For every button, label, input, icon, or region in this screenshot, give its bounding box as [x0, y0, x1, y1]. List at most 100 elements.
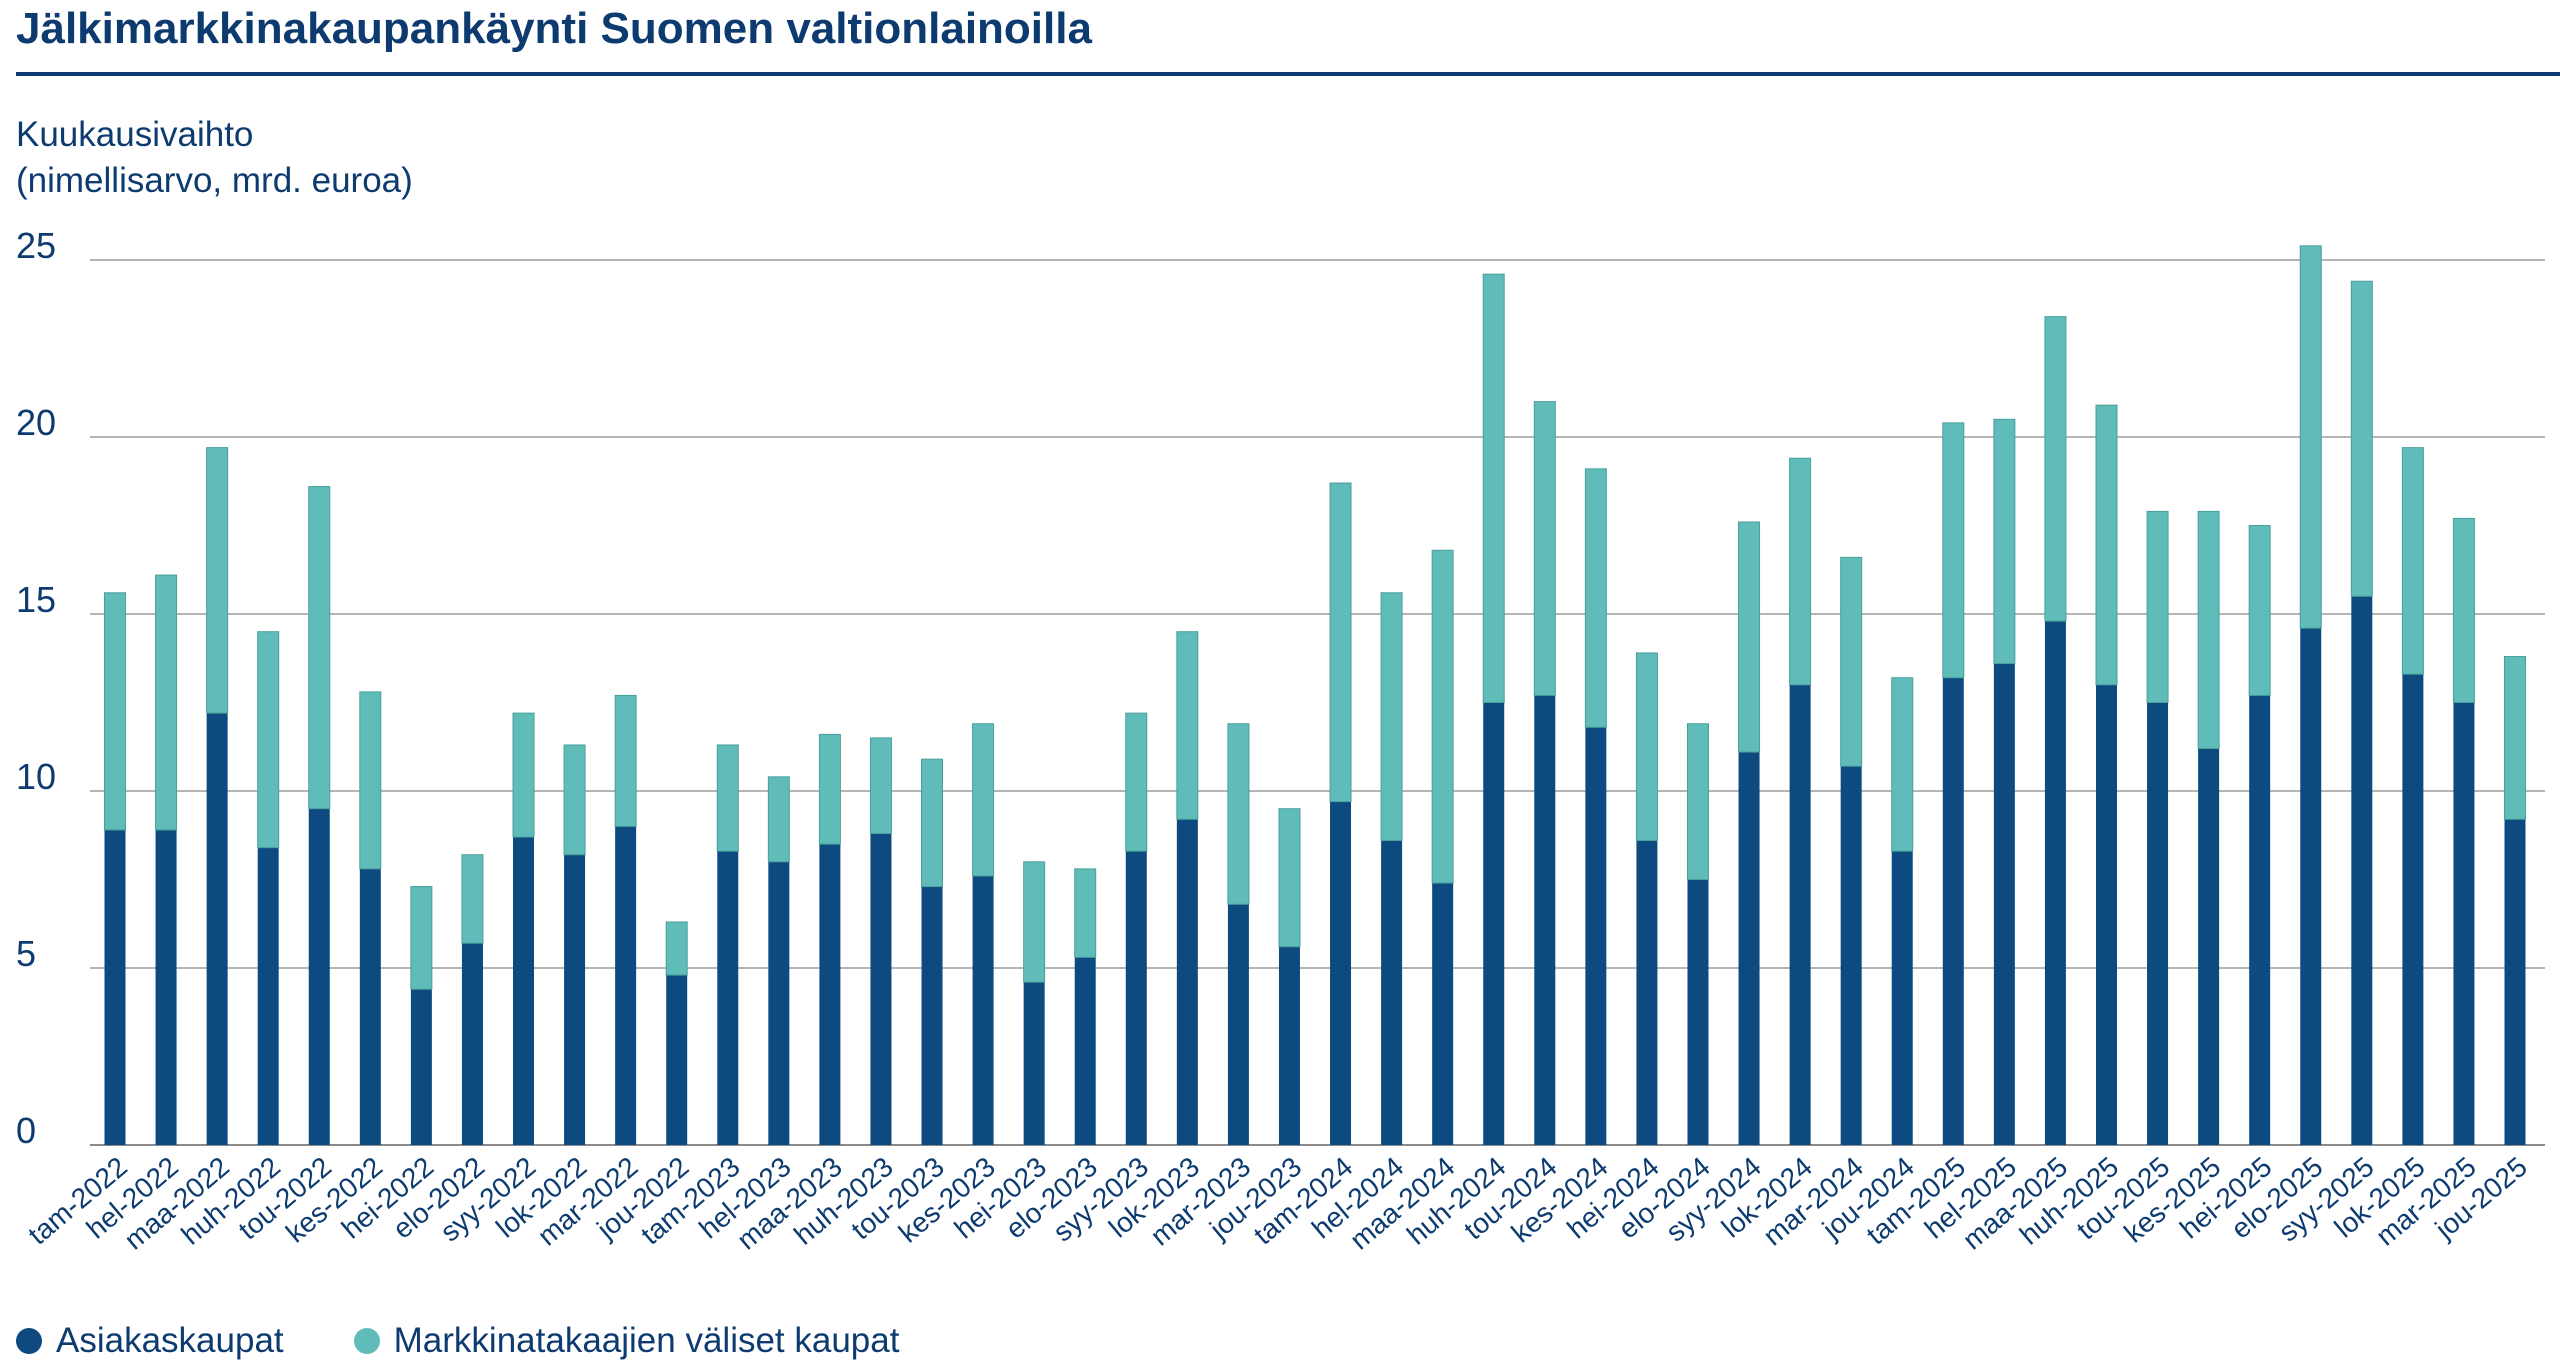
bar-asiakaskaupat-syy-2024: [1738, 752, 1760, 1145]
bar-asiakaskaupat-hel-2024: [1381, 840, 1403, 1145]
bar-markkinatakaajat-syy-2024: [1738, 521, 1761, 753]
bar-markkinatakaajat-huh-2023: [869, 737, 892, 834]
bar-markkinatakaajat-lok-2025: [2401, 447, 2424, 675]
bar-asiakaskaupat-mar-2024: [1840, 766, 1862, 1145]
bar-asiakaskaupat-elo-2025: [2300, 628, 2322, 1145]
bar-markkinatakaajat-kes-2024: [1584, 468, 1607, 728]
bar-markkinatakaajat-syy-2025: [2350, 280, 2373, 597]
title-divider: [16, 72, 2560, 76]
bar-markkinatakaajat-tam-2023: [716, 744, 739, 852]
bar-asiakaskaupat-tam-2024: [1330, 801, 1352, 1145]
bar-markkinatakaajat-hel-2022: [155, 574, 178, 831]
bar-markkinatakaajat-kes-2023: [972, 723, 995, 877]
legend-item-markkinatakaajat: Markkinatakaajien väliset kaupat: [353, 1318, 900, 1364]
bar-asiakaskaupat-lok-2024: [1789, 684, 1811, 1145]
y-tick-label: 5: [16, 933, 36, 974]
bar-markkinatakaajat-hei-2022: [410, 886, 433, 990]
bar-asiakaskaupat-kes-2023: [972, 875, 994, 1145]
bar-markkinatakaajat-huh-2024: [1482, 273, 1505, 703]
bar-markkinatakaajat-hel-2023: [767, 776, 790, 863]
grid-lines: [90, 259, 2545, 1146]
bar-asiakaskaupat-hei-2022: [410, 989, 432, 1145]
y-axis-label: Kuukausivaihto (nimellisarvo, mrd. euroa…: [16, 112, 413, 204]
bar-asiakaskaupat-tou-2022: [308, 808, 330, 1145]
bar-asiakaskaupat-elo-2022: [461, 943, 483, 1145]
bar-asiakaskaupat-jou-2022: [666, 975, 688, 1145]
y-tick-label: 20: [16, 402, 56, 443]
bar-asiakaskaupat-maa-2025: [2044, 621, 2066, 1145]
bar-markkinatakaajat-huh-2022: [257, 631, 280, 849]
bar-asiakaskaupat-tou-2024: [1534, 695, 1556, 1145]
bar-asiakaskaupat-hei-2024: [1636, 840, 1658, 1145]
bar-markkinatakaajat-kes-2025: [2197, 510, 2220, 750]
y-tick-labels: 0 5 10 15 20 25: [16, 225, 56, 1151]
bar-asiakaskaupat-tam-2022: [104, 829, 126, 1145]
bar-asiakaskaupat-huh-2025: [2095, 684, 2117, 1145]
bar-markkinatakaajat-tam-2024: [1329, 482, 1352, 803]
bar-asiakaskaupat-syy-2023: [1125, 851, 1147, 1145]
y-tick-label: 15: [16, 579, 56, 620]
bar-markkinatakaajat-tou-2024: [1533, 401, 1556, 696]
y-axis-label-line1: Kuukausivaihto: [16, 115, 254, 154]
legend: Asiakaskaupat Markkinatakaajien väliset …: [16, 1318, 969, 1364]
bar-markkinatakaajat-maa-2023: [818, 733, 841, 845]
y-tick-label: 10: [16, 756, 56, 797]
bar-markkinatakaajat-jou-2022: [665, 921, 688, 976]
bar-markkinatakaajat-mar-2025: [2452, 517, 2475, 703]
bar-asiakaskaupat-huh-2022: [257, 847, 279, 1145]
bar-markkinatakaajat-mar-2024: [1840, 556, 1863, 767]
bar-asiakaskaupat-mar-2025: [2453, 702, 2475, 1145]
bar-markkinatakaajat-elo-2023: [1074, 868, 1097, 958]
bar-asiakaskaupat-lok-2025: [2402, 674, 2424, 1145]
bar-markkinatakaajat-elo-2024: [1686, 723, 1709, 880]
bar-markkinatakaajat-elo-2022: [461, 854, 484, 944]
bar-markkinatakaajat-huh-2025: [2095, 404, 2118, 686]
bar-markkinatakaajat-mar-2023: [1227, 723, 1250, 905]
bar-markkinatakaajat-tam-2025: [1942, 422, 1965, 679]
x-tick-labels: tam-2022hel-2022maa-2022huh-2022tou-2022…: [22, 1151, 2533, 1256]
bars: [104, 245, 2526, 1145]
bar-markkinatakaajat-tam-2022: [104, 592, 126, 831]
bar-markkinatakaajat-jou-2024: [1891, 677, 1914, 852]
bar-asiakaskaupat-jou-2023: [1278, 946, 1300, 1145]
bar-asiakaskaupat-maa-2023: [819, 844, 841, 1145]
bar-asiakaskaupat-hei-2023: [1023, 982, 1045, 1145]
legend-swatch-asiakaskaupat: [16, 1328, 42, 1354]
bar-markkinatakaajat-maa-2022: [206, 447, 229, 714]
bar-asiakaskaupat-lok-2022: [564, 854, 586, 1145]
chart-title: Jälkimarkkinakaupankäynti Suomen valtion…: [16, 4, 1092, 53]
bar-asiakaskaupat-huh-2024: [1483, 702, 1505, 1145]
bar-markkinatakaajat-hel-2025: [1993, 418, 2016, 665]
bar-markkinatakaajat-tou-2023: [921, 758, 944, 888]
bar-asiakaskaupat-elo-2023: [1074, 957, 1096, 1145]
bar-asiakaskaupat-huh-2023: [870, 833, 892, 1145]
bar-asiakaskaupat-maa-2024: [1432, 883, 1454, 1145]
bar-asiakaskaupat-syy-2025: [2351, 596, 2373, 1145]
bar-asiakaskaupat-tam-2025: [1942, 677, 1964, 1145]
bar-markkinatakaajat-maa-2024: [1431, 549, 1454, 884]
bar-markkinatakaajat-elo-2025: [2299, 245, 2322, 629]
bar-asiakaskaupat-maa-2022: [206, 713, 228, 1145]
legend-swatch-markkinatakaajat: [353, 1328, 380, 1354]
bar-markkinatakaajat-lok-2023: [1176, 631, 1199, 820]
bar-asiakaskaupat-kes-2024: [1585, 727, 1607, 1145]
legend-label-markkinatakaajat: Markkinatakaajien väliset kaupat: [393, 1321, 900, 1360]
bar-markkinatakaajat-mar-2022: [614, 694, 637, 827]
legend-label-asiakaskaupat: Asiakaskaupat: [56, 1321, 284, 1360]
bar-markkinatakaajat-hei-2024: [1635, 652, 1658, 842]
bar-asiakaskaupat-kes-2022: [359, 868, 381, 1145]
bar-asiakaskaupat-kes-2025: [2198, 748, 2220, 1145]
bar-asiakaskaupat-tou-2023: [921, 886, 943, 1145]
bar-markkinatakaajat-jou-2023: [1278, 808, 1301, 948]
bar-asiakaskaupat-hel-2023: [768, 861, 790, 1145]
y-tick-label: 0: [16, 1110, 36, 1151]
bar-asiakaskaupat-hel-2022: [155, 829, 177, 1145]
bar-asiakaskaupat-jou-2025: [2504, 819, 2526, 1145]
bar-asiakaskaupat-hei-2025: [2249, 695, 2271, 1145]
bar-markkinatakaajat-maa-2025: [2044, 316, 2067, 622]
bar-markkinatakaajat-lok-2022: [563, 744, 586, 856]
bar-markkinatakaajat-hei-2025: [2248, 525, 2271, 696]
bar-asiakaskaupat-hel-2025: [1993, 663, 2015, 1145]
bar-asiakaskaupat-mar-2023: [1227, 904, 1249, 1145]
